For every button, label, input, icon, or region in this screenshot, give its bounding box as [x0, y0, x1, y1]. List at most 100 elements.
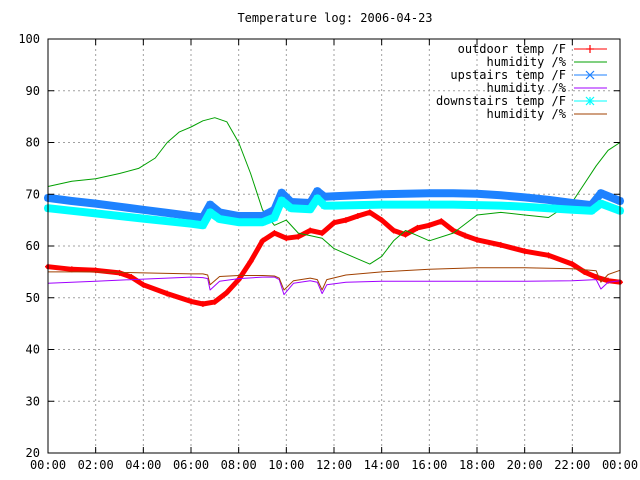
y-tick-label: 40: [26, 343, 40, 357]
data-point: [342, 217, 349, 224]
data-point: [68, 266, 75, 273]
data-point: [545, 196, 552, 204]
data-point: [449, 201, 457, 209]
data-point: [139, 206, 147, 214]
data-point: [116, 203, 123, 211]
legend-label: humidity /%: [487, 107, 567, 121]
data-point: [426, 222, 433, 229]
data-point: [425, 189, 433, 197]
legend-marker: [586, 45, 594, 53]
data-point: [211, 298, 218, 305]
data-point: [235, 276, 242, 283]
y-tick-label: 80: [26, 136, 40, 150]
data-point: [568, 206, 576, 214]
data-point: [378, 217, 385, 224]
x-tick-label: 16:00: [411, 458, 447, 472]
data-point: [270, 214, 278, 221]
data-point: [92, 200, 100, 207]
data-point: [216, 215, 224, 223]
data-point: [283, 235, 290, 242]
series-line: [44, 194, 624, 230]
data-point: [128, 274, 135, 281]
legend-label: humidity /%: [487, 55, 567, 69]
x-tick-label: 00:00: [602, 458, 638, 472]
data-point: [354, 191, 362, 199]
data-point: [187, 220, 195, 228]
x-tick-label: 14:00: [364, 458, 400, 472]
data-point: [587, 207, 595, 215]
legend-label: downstairs temp /F: [436, 94, 566, 108]
data-point: [259, 218, 266, 226]
data-point: [206, 201, 214, 209]
y-tick-label: 100: [18, 32, 40, 46]
data-point: [521, 193, 529, 201]
data-point: [390, 227, 397, 234]
data-point: [223, 289, 230, 296]
data-point: [545, 204, 552, 212]
data-point: [313, 187, 321, 195]
data-point: [521, 248, 528, 255]
y-tick-label: 50: [26, 291, 40, 305]
data-point: [306, 205, 314, 213]
data-point: [473, 201, 481, 209]
data-point: [438, 218, 445, 225]
data-point: [313, 194, 321, 202]
data-point: [199, 221, 207, 229]
data-point: [287, 204, 295, 212]
data-point: [321, 202, 328, 210]
data-point: [199, 300, 206, 307]
data-point: [497, 241, 504, 248]
data-point: [366, 209, 373, 216]
data-point: [68, 207, 76, 215]
data-point: [330, 192, 338, 200]
data-point: [319, 230, 326, 237]
data-point: [206, 208, 214, 216]
series-0: [45, 209, 623, 307]
data-point: [140, 281, 147, 288]
data-point: [593, 274, 600, 281]
data-point: [295, 233, 302, 240]
legend-marker: [585, 70, 595, 80]
data-point: [545, 252, 552, 259]
x-tick-label: 10:00: [268, 458, 304, 472]
y-tick-label: 70: [26, 187, 40, 201]
data-point: [425, 201, 433, 209]
data-point: [354, 212, 361, 219]
data-point: [247, 258, 254, 265]
data-point: [597, 189, 605, 197]
y-tick-label: 30: [26, 394, 40, 408]
data-point: [378, 190, 386, 198]
y-tick-label: 20: [26, 446, 40, 460]
series-5: [47, 267, 621, 291]
data-point: [402, 201, 409, 209]
series-3: [47, 276, 621, 296]
series-1: [47, 117, 621, 265]
data-point: [569, 261, 576, 268]
data-point: [497, 191, 505, 199]
data-point: [497, 202, 505, 210]
data-point: [92, 209, 100, 217]
data-point: [597, 200, 605, 207]
series-line: [47, 276, 621, 296]
legend-label: humidity /%: [487, 81, 567, 95]
data-point: [521, 203, 529, 211]
data-point: [164, 290, 171, 297]
data-point: [568, 199, 576, 207]
series-line: [47, 267, 621, 291]
data-point: [474, 236, 480, 243]
data-point: [330, 202, 338, 210]
data-point: [473, 190, 481, 198]
data-point: [188, 298, 194, 305]
x-tick-label: 02:00: [78, 458, 114, 472]
x-tick-label: 00:00: [30, 458, 66, 472]
data-point: [235, 218, 243, 226]
data-point: [278, 189, 285, 197]
data-point: [163, 217, 171, 225]
axis-ticks: 20 30 40 50 60 70 80 90 100 00:00 02:00 04:00 06:00 0…: [18, 32, 638, 472]
legend-label: upstairs temp /F: [450, 68, 566, 82]
x-tick-label: 22:00: [554, 458, 590, 472]
data-point: [163, 209, 171, 217]
legend-marker: [585, 96, 595, 106]
